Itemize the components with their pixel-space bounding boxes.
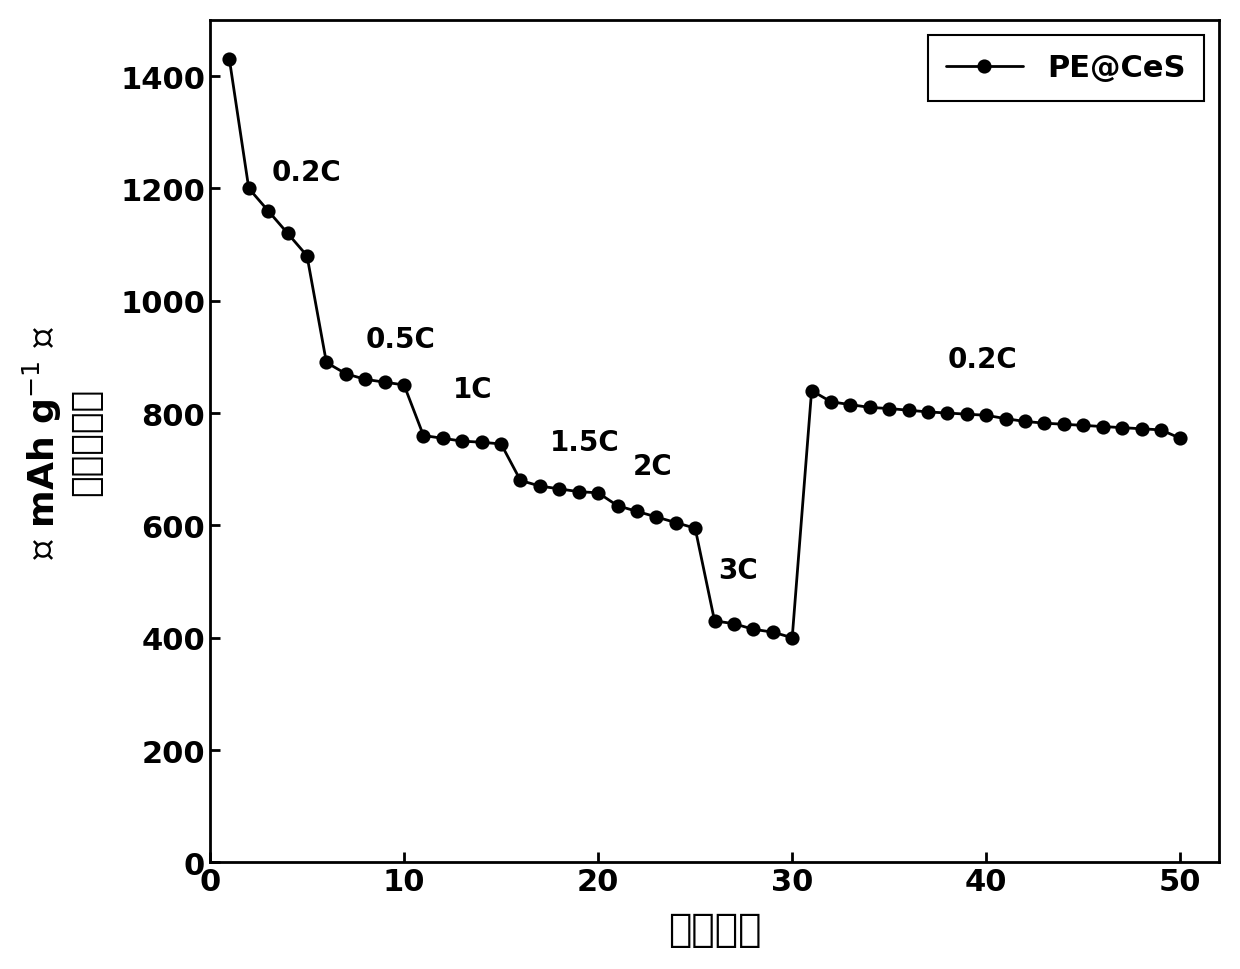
PE@CeS (1037, 418, 1052, 429)
Text: 1C: 1C (453, 376, 492, 404)
Text: 2C: 2C (634, 453, 673, 481)
PE@CeS (610, 500, 625, 512)
Legend: PE@CeS: PE@CeS (928, 36, 1204, 102)
PE@CeS (727, 618, 742, 630)
PE@CeS (455, 436, 470, 448)
PE@CeS (1115, 422, 1130, 434)
Line: PE@CeS: PE@CeS (223, 54, 1187, 644)
X-axis label: 循环次数: 循环次数 (668, 910, 761, 949)
PE@CeS (707, 615, 722, 627)
PE@CeS (805, 386, 820, 397)
PE@CeS (668, 517, 683, 529)
PE@CeS (319, 358, 334, 369)
PE@CeS (339, 368, 353, 380)
Text: 0.5C: 0.5C (366, 326, 435, 354)
PE@CeS (843, 399, 858, 411)
PE@CeS (358, 374, 373, 386)
Text: 0.2C: 0.2C (947, 345, 1017, 373)
PE@CeS (823, 396, 838, 408)
PE@CeS (1135, 423, 1149, 435)
PE@CeS (1173, 433, 1188, 445)
PE@CeS (978, 410, 993, 422)
PE@CeS (377, 377, 392, 389)
PE@CeS (415, 430, 430, 442)
PE@CeS (1018, 417, 1033, 428)
PE@CeS (300, 251, 315, 263)
PE@CeS (1153, 424, 1168, 436)
PE@CeS (998, 414, 1013, 425)
Text: 0.2C: 0.2C (272, 158, 342, 186)
PE@CeS (1095, 422, 1110, 433)
PE@CeS (552, 484, 567, 495)
PE@CeS (280, 229, 295, 240)
Text: 3C: 3C (718, 557, 758, 584)
PE@CeS (901, 405, 916, 417)
PE@CeS (1076, 421, 1091, 432)
PE@CeS (920, 407, 935, 419)
PE@CeS (1056, 419, 1071, 430)
PE@CeS (590, 487, 605, 499)
PE@CeS (882, 403, 897, 415)
PE@CeS (222, 54, 237, 66)
PE@CeS (746, 624, 761, 636)
PE@CeS (765, 627, 780, 639)
PE@CeS (688, 523, 703, 535)
Text: 1.5C: 1.5C (549, 429, 619, 456)
PE@CeS (785, 632, 800, 643)
PE@CeS (940, 408, 955, 420)
PE@CeS (960, 409, 975, 421)
PE@CeS (397, 380, 412, 391)
PE@CeS (513, 475, 528, 486)
PE@CeS (260, 205, 275, 217)
PE@CeS (630, 506, 645, 517)
Y-axis label: （ mAh g$^{-1}$ ）
放电比容量: （ mAh g$^{-1}$ ） 放电比容量 (21, 326, 103, 558)
PE@CeS (862, 402, 877, 414)
PE@CeS (435, 433, 450, 445)
PE@CeS (649, 512, 663, 523)
PE@CeS (572, 486, 587, 498)
PE@CeS (532, 481, 547, 492)
PE@CeS (494, 439, 508, 451)
PE@CeS (474, 437, 489, 449)
PE@CeS (242, 183, 257, 195)
